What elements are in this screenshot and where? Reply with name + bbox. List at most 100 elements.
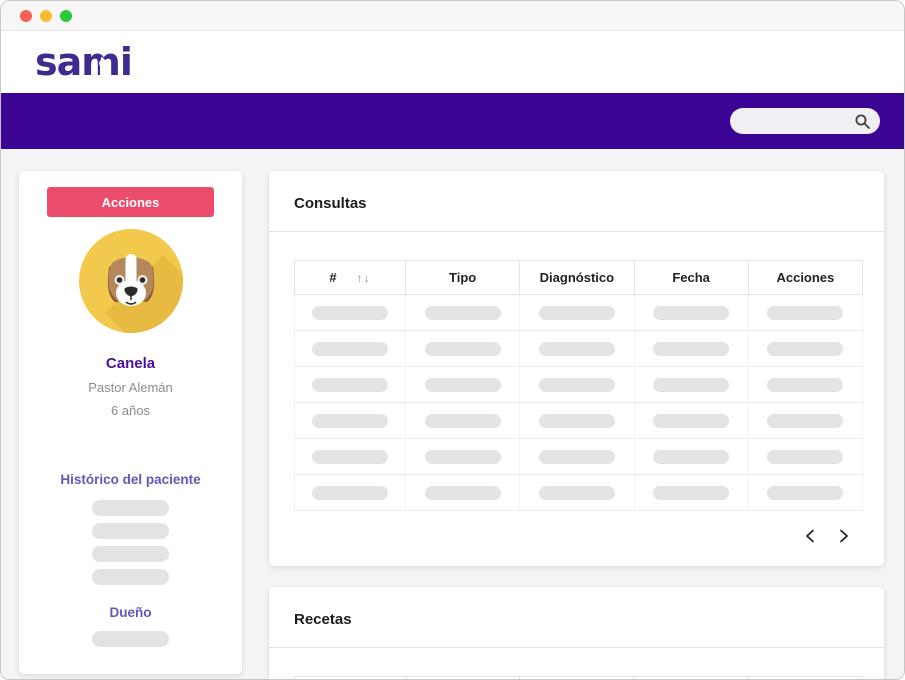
table-cell: [519, 294, 635, 331]
column-header: [404, 676, 521, 679]
table-row: [294, 402, 864, 439]
skeleton-pill: [767, 485, 844, 500]
table-cell: [294, 438, 406, 475]
column-header: [294, 676, 406, 679]
table-row: [294, 330, 864, 367]
table-cell: [634, 330, 749, 367]
table-cell: [634, 366, 749, 403]
minimize-window-icon[interactable]: [40, 9, 52, 22]
table-cell: [748, 366, 864, 403]
table-cell: [634, 294, 749, 331]
recetas-title: Recetas: [294, 611, 352, 628]
column-header-acciones[interactable]: Acciones: [747, 260, 864, 295]
owner-skeleton-list: [19, 631, 242, 647]
skeleton-pill: [312, 305, 388, 320]
maximize-window-icon[interactable]: [60, 9, 72, 22]
column-header: [519, 676, 635, 679]
skeleton-pill: [424, 341, 501, 356]
chevron-right-icon[interactable]: [832, 524, 856, 548]
table-cell: [748, 438, 864, 475]
table-row: [294, 366, 864, 403]
main-header: [1, 93, 904, 149]
table-row: [294, 294, 864, 331]
dog-silhouette-icon: [99, 56, 108, 75]
logo-text: sami: [35, 40, 133, 84]
skeleton-pill: [424, 305, 501, 320]
table-cell: [294, 294, 406, 331]
content-area: Acciones Canela Pastor Ale: [1, 149, 904, 679]
table-cell: [519, 438, 635, 475]
skeleton-pill: [538, 377, 615, 392]
table-cell: [519, 366, 635, 403]
consultas-table: # ↑↓ Tipo Diagnóstico Fecha Acciones: [294, 260, 864, 511]
skeleton-pill: [538, 485, 615, 500]
consultas-table-wrap: # ↑↓ Tipo Diagnóstico Fecha Acciones: [294, 260, 864, 511]
table-cell: [519, 402, 635, 439]
skeleton-pill: [424, 485, 501, 500]
recetas-table: [294, 676, 864, 679]
skeleton-pill: [767, 305, 844, 320]
consultas-card: Consultas # ↑↓ Tipo: [269, 171, 884, 566]
pagination: [269, 524, 856, 548]
history-skeleton-list: [19, 500, 242, 585]
skeleton-pill: [92, 631, 169, 647]
table-cell: [405, 366, 521, 403]
skeleton-pill: [653, 305, 730, 320]
table-cell: [294, 330, 406, 367]
search-input[interactable]: [730, 114, 854, 128]
column-header-fecha[interactable]: Fecha: [633, 260, 749, 295]
skeleton-pill: [424, 413, 501, 428]
skeleton-pill: [538, 305, 615, 320]
skeleton-pill: [653, 413, 730, 428]
hash-label: #: [329, 270, 337, 285]
skeleton-pill: [538, 449, 615, 464]
table-cell: [294, 366, 406, 403]
skeleton-pill: [312, 341, 388, 356]
actions-button[interactable]: Acciones: [47, 187, 214, 217]
search-box[interactable]: [730, 108, 880, 134]
skeleton-pill: [312, 485, 388, 500]
table-cell: [748, 474, 864, 511]
table-cell: [405, 294, 521, 331]
table-cell: [634, 438, 749, 475]
column-header-diagnostico[interactable]: Diagnóstico: [519, 260, 635, 295]
pet-name: Canela: [105, 355, 156, 372]
recetas-table-header-row: [294, 676, 864, 679]
recetas-table-wrap: [294, 676, 864, 679]
pet-breed: Pastor Alemán: [88, 380, 173, 395]
close-window-icon[interactable]: [20, 9, 32, 22]
skeleton-pill: [424, 377, 501, 392]
table-cell: [634, 474, 749, 511]
skeleton-pill: [92, 523, 169, 539]
table-cell: [294, 474, 406, 511]
table-cell: [405, 438, 521, 475]
skeleton-pill: [653, 449, 730, 464]
table-row: [294, 474, 864, 511]
skeleton-pill: [538, 413, 615, 428]
history-section-title: Histórico del paciente: [60, 472, 201, 487]
skeleton-pill: [767, 377, 844, 392]
consultas-title: Consultas: [294, 195, 367, 212]
chevron-left-icon[interactable]: [798, 524, 822, 548]
skeleton-pill: [653, 377, 730, 392]
sami-logo[interactable]: sami: [35, 40, 133, 84]
consultas-header: Consultas: [269, 171, 884, 232]
search-icon[interactable]: [854, 113, 871, 130]
table-cell: [405, 330, 521, 367]
table-cell: [519, 474, 635, 511]
skeleton-pill: [92, 546, 169, 562]
skeleton-pill: [92, 569, 169, 585]
skeleton-pill: [767, 341, 844, 356]
table-cell: [405, 474, 521, 511]
column-header: [633, 676, 749, 679]
sort-arrows-icon[interactable]: ↑↓: [356, 270, 371, 285]
logo-bar: sami: [1, 31, 904, 93]
column-header-id[interactable]: # ↑↓: [294, 260, 406, 295]
consultas-table-header-row: # ↑↓ Tipo Diagnóstico Fecha Acciones: [294, 260, 864, 295]
table-cell: [748, 402, 864, 439]
skeleton-pill: [767, 413, 844, 428]
skeleton-pill: [767, 449, 844, 464]
table-cell: [294, 402, 406, 439]
column-header-tipo[interactable]: Tipo: [404, 260, 521, 295]
